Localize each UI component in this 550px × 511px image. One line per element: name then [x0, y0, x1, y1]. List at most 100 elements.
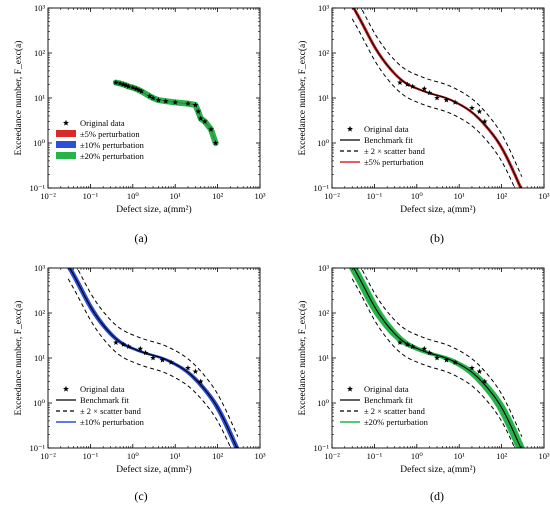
- y-axis-label: Exceedance number, F_exc(a): [297, 301, 308, 416]
- x-axis-label: Defect size, a(mm²): [400, 464, 475, 475]
- chart-panel-b: 10⁻² 10⁻¹ 10⁰ 10¹ 10² 10³10⁻¹10⁰10¹10²10³Defe…: [297, 3, 550, 245]
- data-point: [469, 364, 475, 371]
- data-point: [125, 83, 132, 89]
- data-point: [150, 355, 156, 361]
- x-tick-label: 10⁻²: [324, 191, 340, 201]
- x-axis-label: Defect size, a(mm²): [116, 464, 191, 475]
- y-tick-label: 10²: [318, 48, 330, 58]
- x-tick-label: 10¹: [170, 451, 182, 461]
- legend-entry-label: ±5% perturbation: [80, 129, 140, 139]
- scatter-band-upper: [360, 268, 523, 437]
- x-tick-label: 10²: [496, 451, 508, 461]
- legend-entry-label: ±10% perturbation: [80, 140, 145, 150]
- plot-area: [112, 79, 219, 146]
- legend: Original data±5% perturbation±10% pertur…: [56, 118, 145, 161]
- y-axis-label: Exceedance number, F_exc(a): [13, 301, 24, 416]
- data-point: [434, 355, 440, 361]
- data-point: [397, 79, 403, 86]
- x-tick-label: 10⁰: [411, 451, 424, 461]
- y-tick-label: 10¹: [34, 93, 46, 103]
- y-tick-label: 10⁻¹: [29, 443, 45, 453]
- x-tick-label: 10²: [212, 451, 224, 461]
- data-point: [117, 80, 123, 86]
- data-point: [201, 118, 208, 124]
- scatter-band-lower: [351, 278, 516, 448]
- data-point: [434, 95, 440, 101]
- y-tick-label: 10⁰: [33, 138, 46, 148]
- data-point: [192, 368, 199, 374]
- data-point: [137, 345, 144, 352]
- legend-symbol-star: [346, 385, 354, 392]
- data-point: [192, 101, 199, 108]
- data-point: [155, 97, 162, 103]
- scatter-band-upper: [76, 268, 239, 437]
- legend-entry-label: ± 2 × scatter band: [80, 406, 142, 416]
- y-tick-label: 10²: [318, 308, 330, 318]
- data-point: [125, 343, 132, 349]
- legend-entry-label: ± 2 × scatter band: [364, 146, 426, 156]
- legend-symbol-swatch: [56, 152, 76, 159]
- data-point: [113, 339, 119, 346]
- x-tick-label: 10⁻²: [40, 451, 56, 461]
- data-point: [120, 341, 127, 347]
- data-point: [476, 368, 483, 374]
- plot-area: [348, 268, 526, 448]
- x-tick-label: 10⁻¹: [367, 451, 383, 461]
- y-tick-label: 10²: [34, 308, 46, 318]
- legend-entry-label: ±10% perturbation: [80, 417, 145, 427]
- data-point: [113, 79, 119, 86]
- x-tick-label: 10²: [496, 191, 508, 201]
- legend-entry-label: Original data: [364, 384, 409, 394]
- panel-label: (c): [134, 489, 147, 503]
- x-tick-label: 10⁻¹: [83, 191, 99, 201]
- y-tick-label: 10¹: [318, 93, 330, 103]
- y-tick-label: 10⁻¹: [313, 183, 329, 193]
- x-tick-label: 10³: [538, 451, 550, 461]
- plot-area: [67, 268, 240, 448]
- data-point: [409, 83, 416, 89]
- plot-area: [351, 8, 523, 188]
- data-point: [452, 99, 458, 105]
- chart-panel-d: 10⁻² 10⁻¹ 10⁰ 10¹ 10² 10³10⁻¹10⁰10¹10²10³Defe…: [297, 263, 550, 503]
- panel-label: (d): [430, 489, 444, 503]
- x-tick-label: 10³: [538, 191, 550, 201]
- scatter-band-upper: [360, 8, 523, 177]
- data-point: [142, 349, 149, 356]
- y-tick-label: 10⁰: [317, 138, 330, 148]
- data-point: [421, 345, 428, 352]
- data-point: [136, 87, 142, 93]
- data-point: [476, 108, 483, 114]
- y-tick-label: 10⁻¹: [29, 183, 45, 193]
- data-point: [138, 88, 145, 94]
- y-tick-label: 10⁻¹: [313, 443, 329, 453]
- legend-symbol-star: [62, 385, 70, 392]
- data-point: [208, 126, 214, 132]
- y-tick-label: 10³: [34, 263, 46, 273]
- y-axis-label: Exceedance number, F_exc(a): [13, 41, 24, 156]
- legend-entry-label: ±20% perturbation: [80, 151, 145, 161]
- data-point: [426, 89, 433, 96]
- data-point: [404, 341, 411, 347]
- x-tick-label: 10¹: [454, 191, 466, 201]
- legend-symbol-swatch: [56, 130, 76, 137]
- data-point: [212, 140, 219, 146]
- legend-entry-label: ± 2 × scatter band: [364, 406, 426, 416]
- data-point: [443, 97, 450, 103]
- data-point: [195, 108, 202, 114]
- y-axis-label: Exceedance number, F_exc(a): [297, 41, 308, 156]
- x-tick-label: 10¹: [170, 191, 182, 201]
- data-point: [397, 339, 403, 346]
- scatter-band-lower: [351, 18, 516, 188]
- data-point: [421, 85, 428, 92]
- data-point: [129, 84, 136, 91]
- data-point: [185, 364, 191, 371]
- x-tick-label: 10³: [254, 451, 266, 461]
- y-tick-label: 10³: [318, 263, 330, 273]
- x-tick-label: 10²: [212, 191, 224, 201]
- y-tick-label: 10⁰: [317, 398, 330, 408]
- x-tick-label: 10³: [254, 191, 266, 201]
- y-tick-label: 10⁰: [33, 398, 46, 408]
